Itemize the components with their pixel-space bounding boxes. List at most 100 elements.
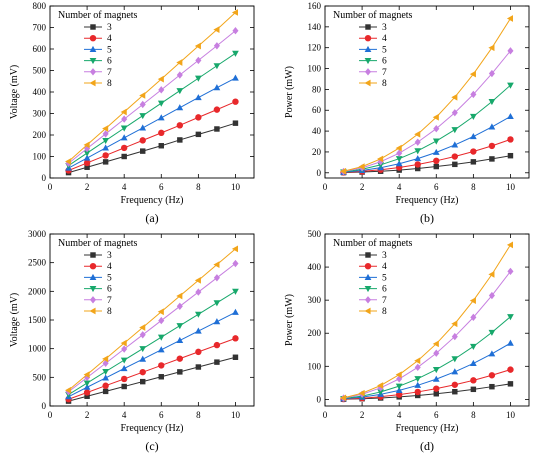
chart-c-legend-label-7: 7 [107,296,112,306]
chart-d-series-5-point-7 [470,359,477,366]
chart-b-series-6-point-7 [470,113,477,121]
chart-a-series-4-point-8 [213,106,221,113]
chart-b-xtick-label-5: 10 [506,182,516,192]
chart-c-series-5-point-8 [213,318,221,325]
chart-c-ytick-label-4: 2000 [28,286,47,296]
chart-c-series-8-point-5 [157,308,164,316]
chart-a-series-3-point-3 [121,153,127,160]
chart-c-series-6-point-2 [102,369,109,376]
chart-a-series-7-point-2 [102,130,109,138]
chart-a-series-5-point-7 [195,94,202,101]
chart-d-series-8-point-8 [488,270,495,278]
chart-b-legend-marker-8 [364,79,371,87]
chart-a-legend-label-5: 5 [107,45,112,55]
chart-b-series-8-point-4 [414,130,421,138]
chart-a-series-6-point-7 [195,75,202,82]
chart-d-series-3-point-4 [415,392,421,399]
chart-b-series-7-point-7 [470,90,477,99]
chart-a-legend-marker-6 [89,58,97,65]
chart-a-series-3-point-4 [140,148,146,154]
chart-b-series-3-point-6 [452,161,458,168]
chart-c-series-6-point-6 [176,323,184,330]
chart-a-xtick-label-3: 6 [159,182,164,192]
chart-d-legend-marker-5 [364,273,372,280]
chart-b-series-6-point-4 [414,148,422,155]
chart-a-legend-marker-7 [89,68,97,76]
chart-d-series-8-point-3 [395,371,402,379]
chart-a-series-4-point-7 [195,114,202,121]
chart-c-legend-label-6: 6 [107,285,112,295]
chart-a-xtick-label-0: 0 [48,182,53,192]
chart-a-series-5-point-5 [157,114,165,121]
chart-d-legend-label-3: 3 [382,251,387,261]
chart-d-ytick-label-5: 500 [308,229,322,239]
chart-d-panel-letter: (d) [420,439,434,453]
chart-a-xtick-label-4: 8 [196,182,201,192]
chart-d-series-7-point-9 [507,267,514,276]
chart-c-series-7-line [68,263,236,393]
chart-c-legend-title: Number of magnets [58,238,138,249]
chart-d-series-3-point-9 [507,381,514,387]
chart-a-series-6-point-6 [176,88,184,95]
chart-d-series-7-point-4 [414,363,421,372]
chart-b-series-8-point-9 [506,15,514,22]
chart-c-series-5-line [68,311,236,398]
chart-a-series-7-point-8 [213,42,220,50]
chart-b-legend-label-7: 7 [382,68,387,78]
chart-c-series-5-point-3 [120,364,128,372]
chart-c-series-7-point-9 [232,259,239,268]
chart-a-series-4-point-6 [176,122,184,129]
chart-b-series-5-line [343,116,511,173]
chart-d-legend-label-5: 5 [382,273,387,283]
chart-b-series-4-point-6 [451,153,459,160]
chart-c-series-5-point-6 [176,336,184,343]
chart-d-series-4-point-3 [395,391,403,398]
chart-b-series-3-point-9 [507,152,514,159]
chart-d-legend-marker-8 [364,307,371,315]
chart-d-series-8-point-7 [469,297,476,304]
chart-d-series-8-line [343,244,511,399]
chart-a-series-6-point-1 [83,150,91,157]
chart-a-ytick-label-7: 700 [33,23,47,33]
chart-a-series-7-point-3 [121,115,128,123]
chart-panel-d: 0 2 4 6 8 10 0 100 200 300 400 500 Frequency (Hz) Pow… [275,228,550,456]
chart-b-legend-marker-3 [365,24,371,30]
chart-b-legend-marker-7 [364,68,372,76]
chart-c-legend-marker-7 [89,296,97,304]
chart-b-legend-label-3: 3 [382,23,387,33]
chart-d-legend-label-8: 8 [382,307,387,317]
chart-c-xtick-label-5: 10 [231,410,241,420]
chart-b-xtick-label-3: 6 [434,182,439,192]
chart-a-ytick-label-5: 500 [33,66,47,76]
chart-b-series-6-point-6 [451,127,459,134]
chart-b-series-8-point-7 [469,70,476,78]
chart-d-xtick-label-2: 4 [397,410,402,420]
chart-d-series-5-point-3 [395,386,403,393]
chart-a-series-5-point-6 [176,104,184,111]
chart-c-ytick-label-2: 1000 [28,344,47,354]
chart-c-series-6-point-5 [157,334,165,341]
chart-panel-a: 0 2 4 6 8 10 0 100 200 300 400 500 600 700 800 Frequenc… [0,0,275,228]
chart-a-legend-label-4: 4 [107,34,112,44]
chart-c-legend-label-5: 5 [107,273,112,283]
chart-a-series-3-line [68,122,236,174]
chart-b-plot-frame [324,5,530,179]
chart-b-series-8-point-5 [432,113,439,121]
chart-a-series-7-point-7 [195,56,202,65]
chart-a-series-8-point-3 [120,108,127,116]
chart-c-svg: 0 2 4 6 8 10 0 500 1000 1500 2000 2500 3000 Frequency… [9,229,255,453]
chart-b-legend-title: Number of magnets [333,10,413,21]
chart-c-ytick-label-0: 0 [42,401,47,411]
chart-d-legend-marker-3 [365,252,371,258]
chart-a-series-5-point-3 [120,134,128,141]
chart-a-series-7-point-5 [158,86,165,94]
chart-d-ylabel: Power (mW) [284,294,295,346]
chart-d-series-6-point-6 [451,356,459,363]
chart-a-series-4-line [68,101,236,171]
chart-d-legend-marker-4 [364,263,372,270]
chart-b-series-3-line [343,155,511,174]
chart-a-series-6-point-2 [102,138,109,145]
chart-b-xtick-label-2: 4 [397,182,402,192]
chart-c-ytick-label-3: 1500 [28,315,47,325]
